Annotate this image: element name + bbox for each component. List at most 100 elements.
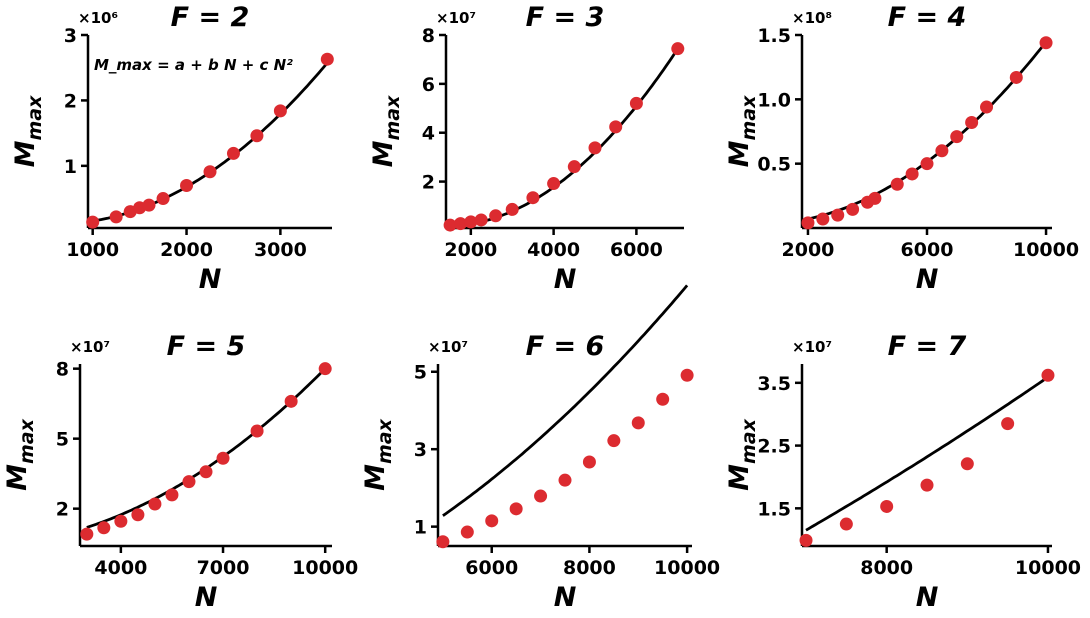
data-point (86, 215, 100, 229)
data-point (485, 514, 499, 528)
x-tick-label: 6000 (465, 557, 518, 579)
data-point (436, 535, 450, 549)
y-tick-label: 2.5 (757, 436, 791, 458)
data-point (284, 394, 298, 408)
y-tick-label: 1.5 (757, 25, 791, 47)
data-point (890, 177, 904, 191)
data-point (318, 362, 332, 376)
data-point (935, 144, 949, 158)
data-point (320, 52, 334, 66)
data-point (831, 208, 845, 222)
data-point (114, 514, 128, 528)
data-point (839, 517, 853, 531)
data-point (460, 525, 474, 539)
data-point (526, 191, 540, 205)
data-point (816, 212, 830, 226)
y-tick-label: 8 (422, 25, 435, 47)
subplot-4: 4000 7000 10000 2 5 8×10⁷ F = 5 N Mmax (2, 331, 358, 613)
subplot-title: F = 2 (171, 2, 250, 33)
y-tick-label: 3 (414, 439, 427, 461)
data-point (250, 129, 264, 143)
subplot-title: F = 3 (526, 2, 605, 33)
x-tick-label: 8000 (563, 557, 616, 579)
data-point (980, 100, 994, 114)
data-point (443, 218, 457, 232)
fit-curve (92, 62, 329, 223)
data-point (950, 130, 964, 144)
axis-multiplier: ×10⁸ (792, 9, 832, 27)
data-point (226, 146, 240, 160)
data-point (142, 198, 156, 212)
subplot-title: F = 5 (167, 331, 246, 362)
subplot-title: F = 4 (888, 2, 967, 33)
data-point (656, 392, 670, 406)
data-point (920, 157, 934, 171)
data-point (250, 424, 264, 438)
data-point (505, 202, 519, 216)
subplot-1: 1000 2000 3000 1 2 3×10⁶ F = 2 N Mmax (10, 2, 334, 295)
x-tick-label: 3000 (254, 239, 307, 261)
data-point (180, 178, 194, 192)
x-tick-label: 1000 (66, 239, 119, 261)
subplot-6: 8000 10000 1.5 2.5 3.5×10⁷ F = 7 N Mmax (724, 331, 1081, 613)
data-point (680, 368, 694, 382)
data-point (880, 499, 894, 513)
y-tick-label: 2 (422, 172, 435, 194)
y-axis-label: Mmax (2, 418, 38, 490)
y-tick-label: 1.5 (757, 498, 791, 520)
y-tick-label: 3.5 (757, 373, 791, 395)
y-axis-label: Mmax (360, 418, 396, 490)
y-tick-label: 5 (56, 429, 69, 451)
fit-formula-annotation: M_max = a + b N + c N² (94, 56, 293, 74)
x-tick-label: 10000 (1013, 239, 1079, 261)
subplot-2: 2000 4000 6000 2 4 6 8×10⁷ F = 3 N Mmax (368, 2, 685, 295)
y-axis-label: Mmax (10, 95, 46, 167)
data-point (509, 502, 523, 516)
data-point (474, 213, 488, 227)
x-axis-label: N (199, 264, 222, 295)
data-point (216, 451, 230, 465)
data-point (588, 141, 602, 155)
data-point (905, 167, 919, 181)
data-point (582, 455, 596, 469)
data-point (799, 533, 813, 547)
data-point (165, 488, 179, 502)
data-point (131, 508, 145, 522)
data-point (1039, 36, 1053, 50)
x-axis-label: N (916, 582, 939, 613)
x-tick-label: 4000 (527, 239, 580, 261)
x-tick-label: 6000 (901, 239, 954, 261)
y-axis-label: Mmax (368, 95, 404, 167)
data-point (156, 192, 170, 206)
x-axis-label: N (195, 582, 218, 613)
x-tick-label: 8000 (860, 557, 913, 579)
x-axis-label: N (554, 582, 577, 613)
data-point (801, 216, 815, 230)
y-tick-label: 8 (56, 359, 69, 381)
data-point (868, 191, 882, 205)
data-point (1001, 417, 1015, 431)
y-tick-label: 5 (414, 362, 427, 384)
y-tick-label: 6 (422, 74, 435, 96)
y-tick-label: 0.5 (757, 154, 791, 176)
data-point (182, 475, 196, 489)
data-point (464, 215, 478, 229)
x-tick-label: 10000 (292, 557, 358, 579)
y-tick-label: 1 (414, 517, 427, 539)
x-tick-label: 2000 (160, 239, 213, 261)
x-tick-label: 4000 (94, 557, 147, 579)
data-point (846, 202, 860, 216)
x-tick-label: 10000 (1015, 557, 1081, 579)
data-point (547, 177, 561, 191)
fit-curve (86, 367, 327, 529)
data-point (607, 434, 621, 448)
x-tick-label: 2000 (444, 239, 497, 261)
data-point (609, 120, 623, 134)
data-point (453, 217, 467, 231)
subplot-3: 2000 6000 10000 0.5 1.0 1.5×10⁸ F = 4 N Mmax (724, 2, 1079, 295)
data-point (567, 160, 581, 174)
data-point (671, 42, 685, 56)
data-point (199, 465, 213, 479)
data-point (960, 457, 974, 471)
